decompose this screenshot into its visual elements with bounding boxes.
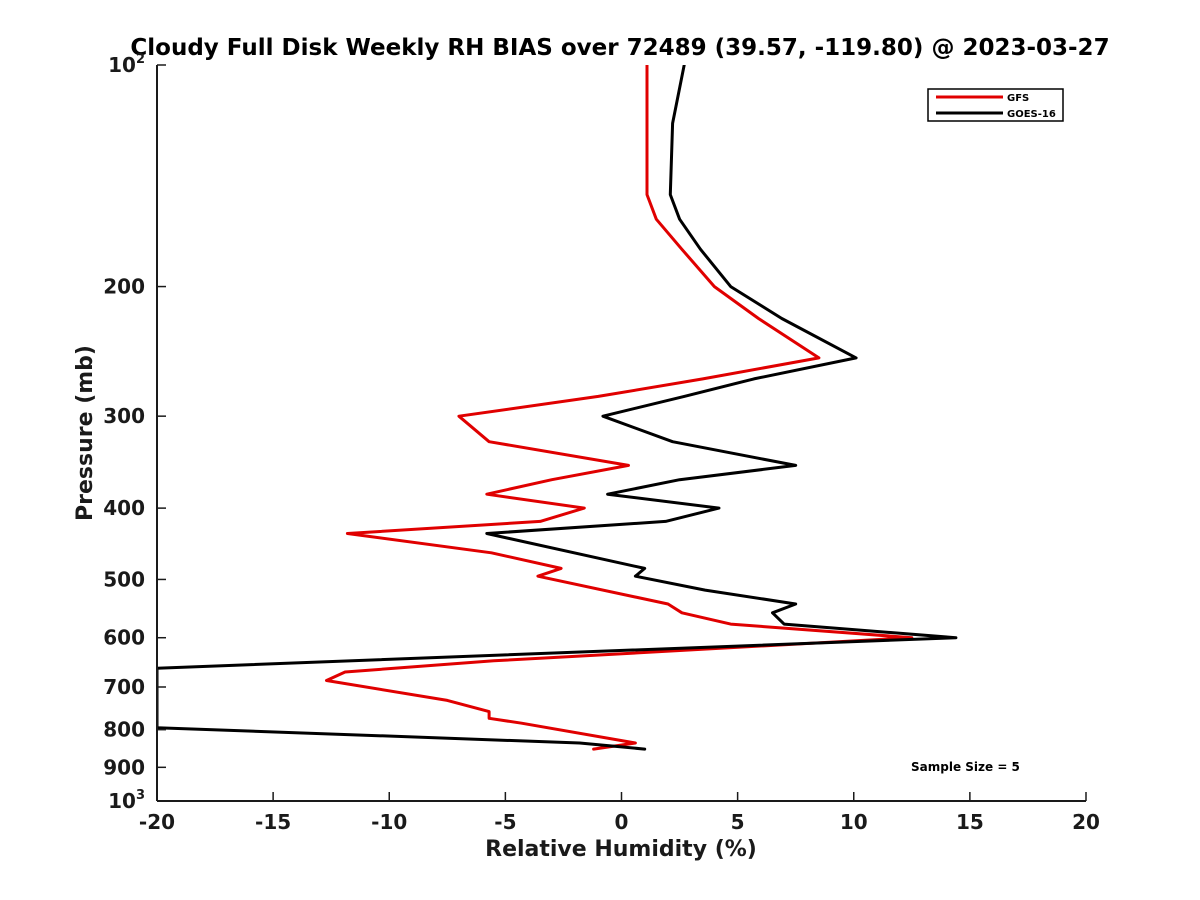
y-tick-label: 300 — [103, 404, 145, 428]
series-line-gfs — [325, 65, 914, 751]
sample-size-annotation: Sample Size = 5 — [911, 760, 1020, 774]
legend-box — [927, 88, 1064, 122]
plot-background — [157, 65, 1086, 801]
y-tick-label: 103 — [108, 788, 145, 813]
y-tick-label-base: 10 — [108, 53, 136, 77]
x-tick-label: 15 — [956, 810, 984, 834]
y-tick-label: 200 — [103, 275, 145, 299]
y-tick-label: 500 — [103, 567, 145, 591]
x-tick-label: 5 — [731, 810, 745, 834]
y-tick-label-base: 600 — [103, 626, 145, 650]
y-tick-label-base: 800 — [103, 718, 145, 742]
y-tick-label: 102 — [108, 52, 145, 77]
x-tick-label: 0 — [615, 810, 629, 834]
x-tick-label: -10 — [371, 810, 407, 834]
x-axis-label: Relative Humidity (%) — [485, 837, 757, 862]
x-tick-label: -5 — [494, 810, 516, 834]
y-tick-label: 700 — [103, 675, 145, 699]
x-tick-label: 20 — [1072, 810, 1100, 834]
y-tick-label: 600 — [103, 626, 145, 650]
legend-entries: GFS GOES-16 — [936, 93, 1056, 120]
series-layer — [157, 65, 958, 751]
y-tick-label-base: 300 — [103, 404, 145, 428]
x-ticks: -20 -15 -10 -5 0 5 10 15 20 — [139, 792, 1100, 834]
y-tick-label: 800 — [103, 718, 145, 742]
x-tick-label: -20 — [139, 810, 175, 834]
y-tick-label: 900 — [103, 755, 145, 779]
y-tick-label-base: 10 — [108, 789, 136, 813]
x-tick-label: 10 — [840, 810, 868, 834]
legend: GFS GOES-16 — [927, 88, 1064, 122]
x-tick-label: -15 — [255, 810, 291, 834]
y-tick-label: 400 — [103, 496, 145, 520]
y-axis-label: Pressure (mb) — [73, 345, 98, 521]
y-tick-label-base: 900 — [103, 755, 145, 779]
series-line-goes-16 — [157, 65, 958, 751]
axes: -20 -15 -10 -5 0 5 10 15 20 10220030040050060070… — [103, 52, 1100, 834]
chart-title: Cloudy Full Disk Weekly RH BIAS over 724… — [130, 35, 1109, 61]
y-tick-label-base: 200 — [103, 275, 145, 299]
y-tick-label-base: 700 — [103, 675, 145, 699]
legend-label: GFS — [1007, 93, 1029, 104]
y-tick-label-base: 400 — [103, 496, 145, 520]
y-tick-label-exponent: 3 — [136, 788, 145, 803]
plot-area — [157, 65, 1086, 801]
y-tick-label-base: 500 — [103, 567, 145, 591]
y-tick-label-exponent: 2 — [136, 52, 145, 67]
legend-label: GOES-16 — [1007, 109, 1056, 120]
